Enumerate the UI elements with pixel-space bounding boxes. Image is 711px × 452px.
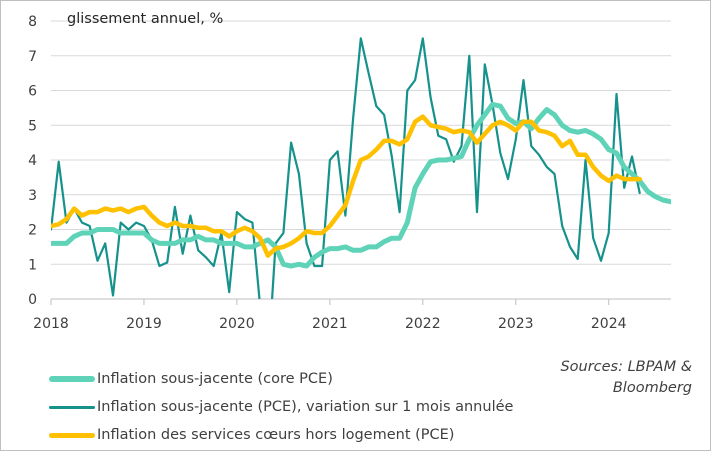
y-tick-label: 8	[28, 14, 37, 30]
x-tick-label: 2020	[219, 316, 255, 332]
x-tick-label: 2023	[498, 316, 534, 332]
sources-line-2: Bloomberg	[612, 380, 692, 396]
legend: Inflation sous-jacente (core PCE) Inflat…	[49, 365, 513, 449]
x-tick-label: 2019	[126, 316, 162, 332]
legend-swatch-core-pce	[49, 376, 95, 382]
sources-note: Sources: LBPAM & Bloomberg	[560, 357, 692, 399]
y-tick-label: 5	[28, 118, 37, 134]
legend-item-services: Inflation des services cœurs hors logeme…	[49, 421, 513, 449]
legend-label-services: Inflation des services cœurs hors logeme…	[97, 427, 455, 443]
y-tick-label: 7	[28, 49, 37, 65]
legend-swatch-monthly-annualized	[49, 405, 95, 409]
legend-label-core-pce: Inflation sous-jacente (core PCE)	[97, 371, 333, 387]
legend-item-core-pce: Inflation sous-jacente (core PCE)	[49, 365, 513, 393]
x-tick-label: 2024	[591, 316, 627, 332]
x-tick-label: 2021	[312, 316, 348, 332]
x-axis-ticks: 2018 2019 2020 2021 2022 2023 2024	[33, 299, 627, 332]
legend-swatch-services	[49, 432, 95, 438]
legend-label-monthly-annualized: Inflation sous-jacente (PCE), variation …	[97, 399, 514, 415]
x-tick-label: 2022	[405, 316, 441, 332]
sources-line-1: Sources: LBPAM &	[560, 359, 692, 375]
y-axis-ticks: 0 1 2 3 4 5 6 7 8	[28, 14, 37, 308]
series-line-services	[51, 114, 642, 258]
y-tick-label: 1	[28, 257, 37, 273]
y-tick-label: 6	[28, 84, 37, 100]
y-axis-label: glissement annuel, %	[67, 11, 223, 27]
y-tick-label: 4	[28, 153, 37, 169]
x-tick-label: 2018	[33, 316, 69, 332]
series-line-core-pce	[51, 101, 671, 269]
y-tick-label: 3	[28, 188, 37, 204]
series-lines	[51, 37, 671, 299]
legend-item-monthly-annualized: Inflation sous-jacente (PCE), variation …	[49, 393, 513, 421]
y-tick-label: 2	[28, 223, 37, 239]
y-tick-label: 0	[28, 292, 37, 308]
